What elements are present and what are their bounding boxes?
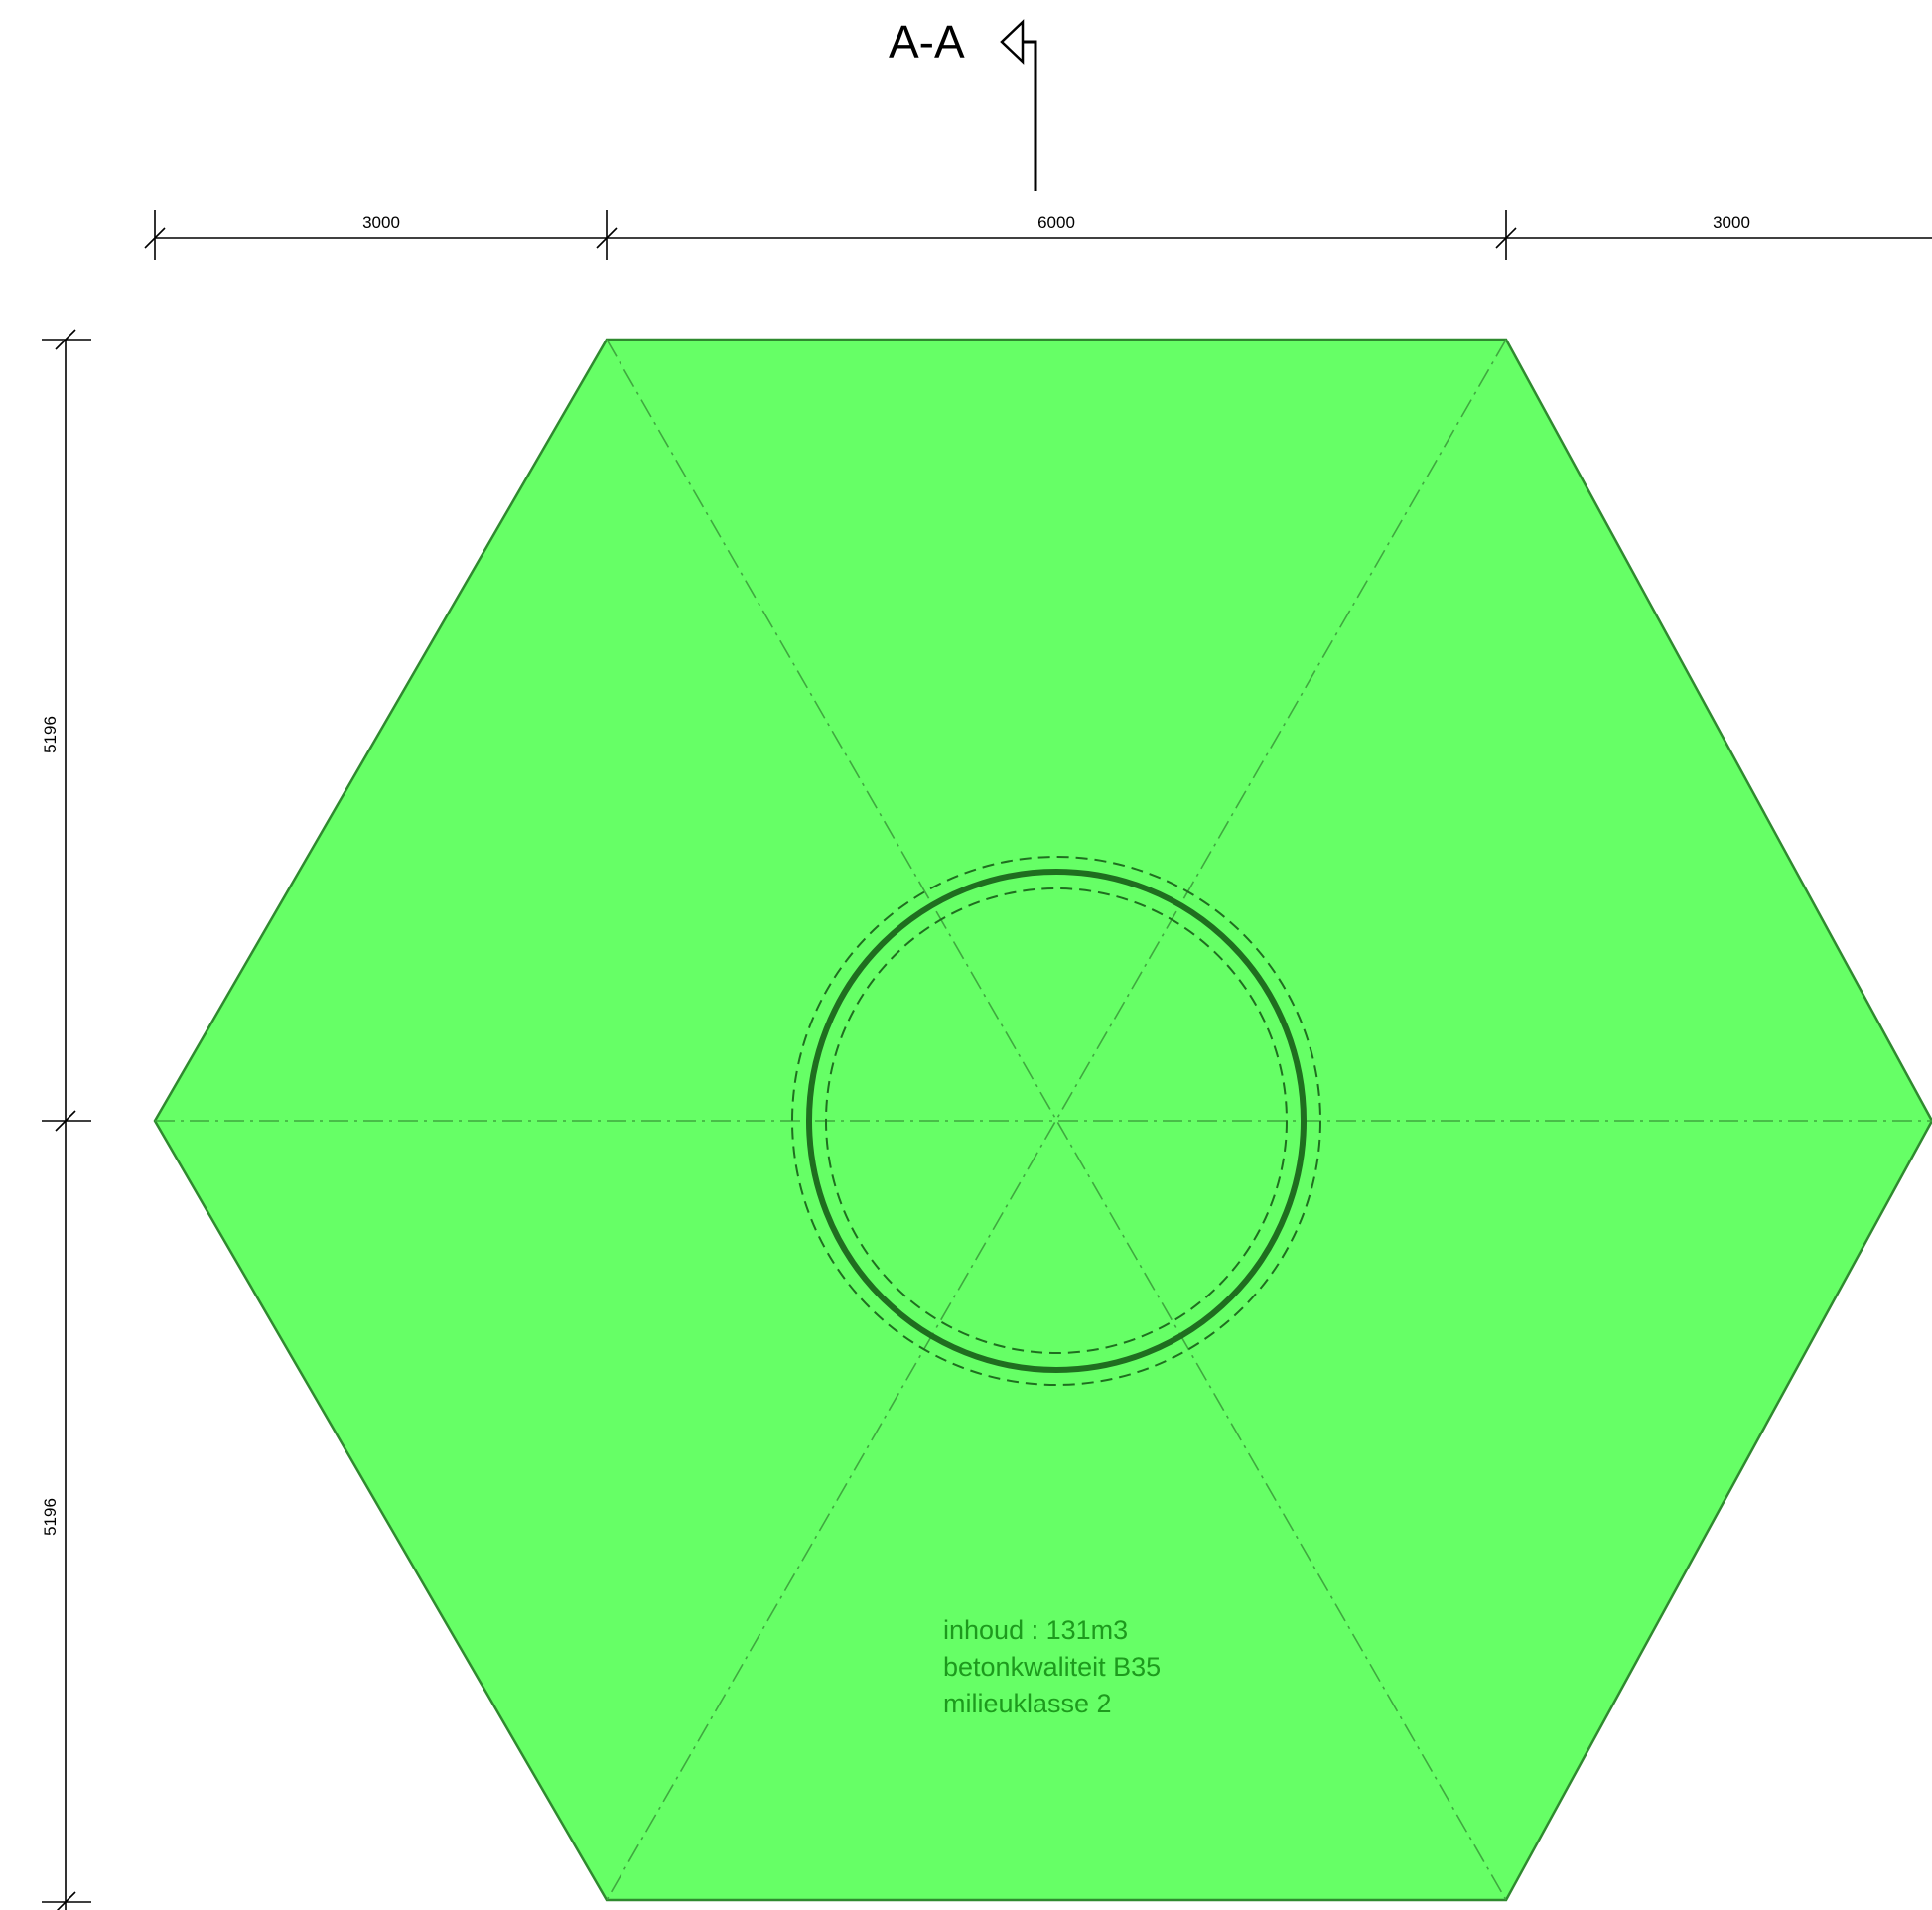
dimension-tick [56, 1891, 76, 1910]
axis-line [606, 339, 1507, 1901]
section-marker: A-A [889, 16, 1037, 191]
dimension-label: 3000 [1713, 213, 1750, 232]
note-environment-class: milieuklasse 2 [943, 1689, 1112, 1718]
section-cut-line [1023, 40, 1037, 191]
dimension-label: 5196 [41, 716, 60, 753]
dimension-tick [1495, 227, 1517, 249]
dimension-label: 5196 [41, 1498, 60, 1536]
outer-dashed-ring [791, 856, 1321, 1386]
dimension-tick [55, 1110, 76, 1132]
dimension-tick [144, 227, 166, 249]
ring-wall [806, 869, 1307, 1373]
axis-line [606, 339, 1507, 1901]
vertical-dimension-chain [42, 329, 91, 1910]
note-volume: inhoud : 131m3 [943, 1615, 1128, 1645]
dimension-label: 6000 [1037, 213, 1075, 232]
concrete-specification-note: inhoud : 131m3 betonkwaliteit B35 milieu… [943, 1615, 1161, 1718]
section-label: A-A [889, 16, 965, 68]
center-lines [155, 339, 1932, 1901]
dimension-tick [596, 227, 618, 249]
dimension-label: 3000 [362, 213, 400, 232]
horizontal-dimension-chain [144, 210, 1932, 260]
dimension-tick [55, 329, 76, 350]
inner-dashed-ring [825, 887, 1288, 1354]
note-concrete-quality: betonkwaliteit B35 [943, 1652, 1161, 1682]
central-ring [791, 856, 1321, 1386]
section-arrow-icon [1000, 19, 1025, 65]
